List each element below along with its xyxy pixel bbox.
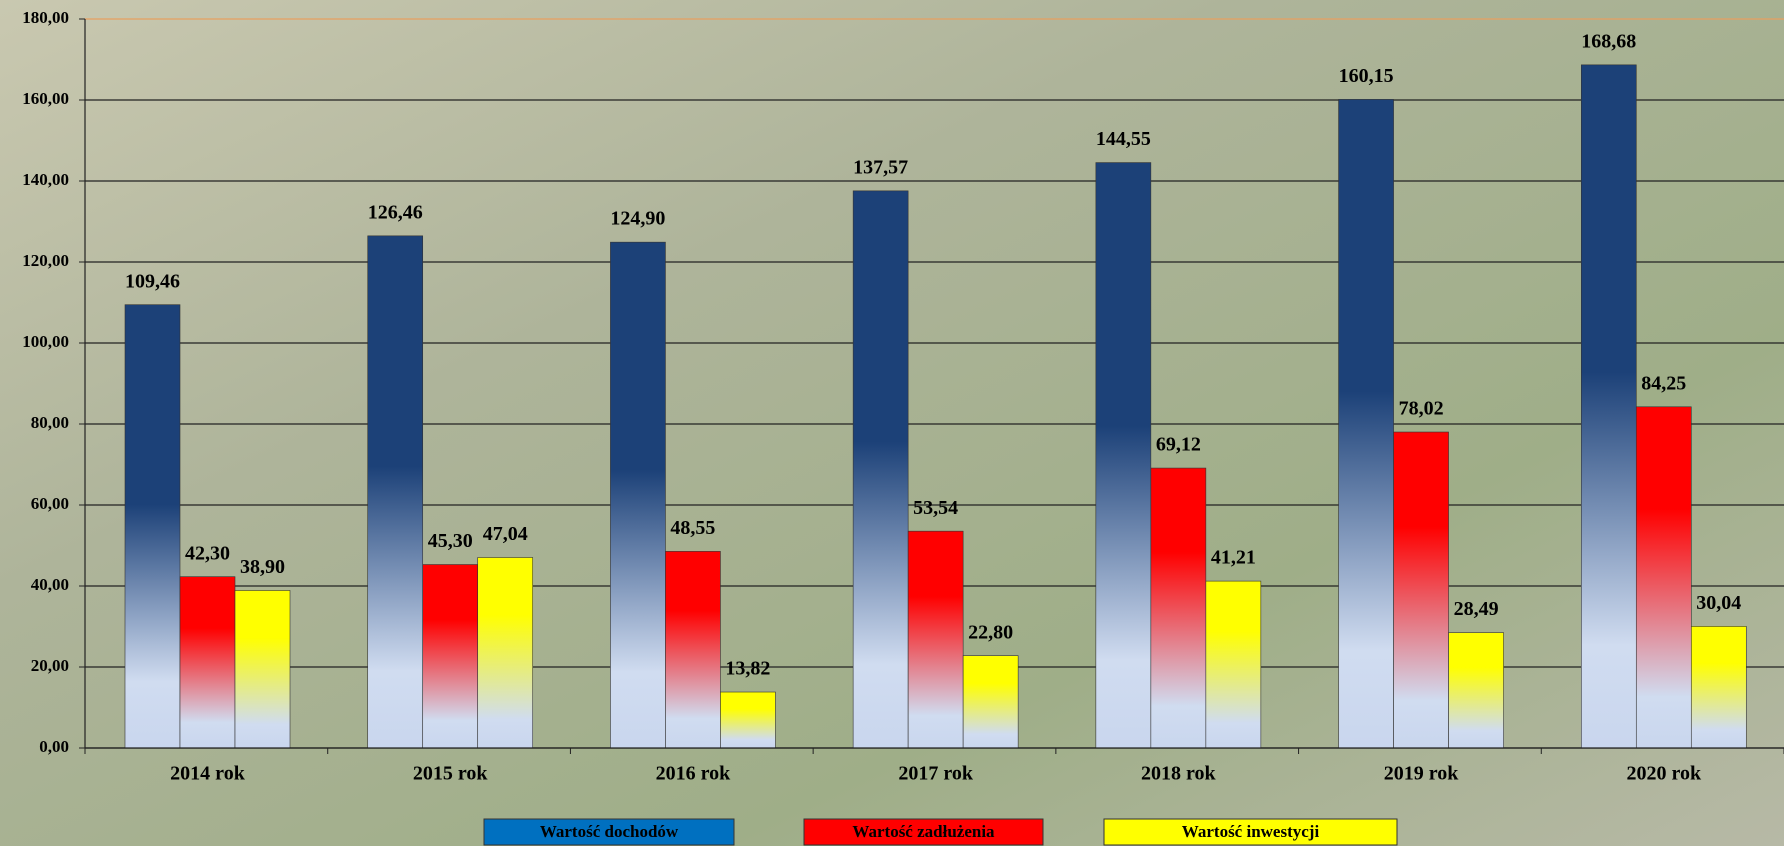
bar: [478, 557, 533, 748]
x-tick-label: 2015 rok: [413, 763, 489, 785]
bar: [1206, 581, 1261, 748]
bar: [1339, 99, 1394, 748]
data-label: 38,90: [240, 556, 285, 578]
y-tick-label: 0,00: [39, 737, 69, 756]
data-label: 144,55: [1096, 128, 1151, 150]
y-tick-label: 20,00: [31, 656, 69, 675]
x-tick-label: 2016 rok: [656, 763, 732, 785]
data-label: 45,30: [428, 530, 473, 552]
data-label: 84,25: [1641, 372, 1686, 394]
data-label: 160,15: [1339, 65, 1394, 87]
bar: [853, 191, 908, 748]
data-label: 28,49: [1454, 598, 1499, 620]
x-tick-label: 2018 rok: [1141, 763, 1217, 785]
x-tick-label: 2020 rok: [1626, 763, 1702, 785]
bar: [963, 656, 1018, 748]
data-label: 168,68: [1581, 30, 1636, 52]
y-tick-label: 100,00: [22, 332, 69, 351]
bar: [908, 531, 963, 748]
y-tick-label: 180,00: [22, 8, 69, 27]
bar: [1581, 65, 1636, 748]
legend-label: Wartość dochodów: [540, 822, 679, 841]
data-label: 109,46: [125, 270, 180, 292]
bar: [235, 590, 290, 748]
y-tick-label: 120,00: [22, 251, 69, 270]
y-tick-label: 140,00: [22, 170, 69, 189]
bar: [610, 242, 665, 748]
bar: [125, 305, 180, 748]
x-tick-label: 2019 rok: [1384, 763, 1460, 785]
data-label: 48,55: [670, 517, 715, 539]
data-label: 69,12: [1156, 434, 1201, 456]
bar: [180, 577, 235, 748]
bar: [423, 565, 478, 748]
data-label: 47,04: [483, 523, 528, 545]
data-label: 137,57: [853, 156, 908, 178]
y-tick-label: 80,00: [31, 413, 69, 432]
data-label: 126,46: [368, 201, 423, 223]
bar: [1096, 163, 1151, 748]
data-label: 30,04: [1696, 592, 1741, 614]
data-label: 41,21: [1211, 547, 1256, 569]
data-label: 42,30: [185, 542, 230, 564]
y-tick-label: 60,00: [31, 494, 69, 513]
legend-label: Wartość inwestycji: [1182, 822, 1320, 841]
bar: [368, 236, 423, 748]
data-label: 78,02: [1399, 398, 1444, 420]
data-label: 53,54: [913, 497, 958, 519]
chart: 0,00 20,00 40,00 60,00 80,00 100,00 120,00 140,…: [0, 0, 1784, 846]
bar: [1691, 626, 1746, 748]
data-label: 124,90: [610, 208, 665, 230]
data-label: 22,80: [968, 621, 1013, 643]
y-tick-label: 160,00: [22, 89, 69, 108]
y-tick-label: 40,00: [31, 575, 69, 594]
bar: [1394, 432, 1449, 748]
bar: [1449, 633, 1504, 748]
x-tick-label: 2017 rok: [898, 763, 974, 785]
x-tick-label: 2014 rok: [170, 763, 246, 785]
bar: [1151, 468, 1206, 748]
bar: [1636, 407, 1691, 748]
bar: [720, 692, 775, 748]
data-label: 13,82: [725, 658, 770, 680]
bar: [665, 551, 720, 748]
legend-label: Wartość zadłużenia: [852, 822, 995, 841]
